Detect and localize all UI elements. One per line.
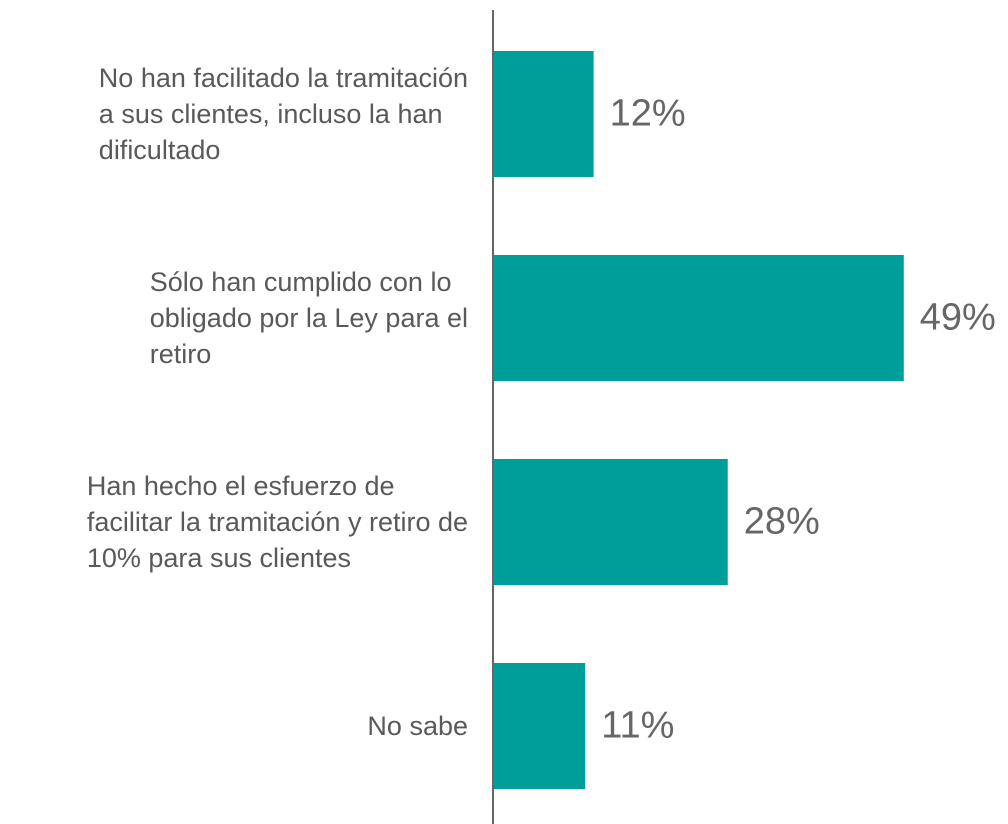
value-label: 12% <box>609 92 686 135</box>
bar <box>493 255 904 381</box>
category-label: Han hecho el esfuerzo de facilitar la tr… <box>86 471 468 573</box>
value-label: 49% <box>919 296 996 339</box>
value-label: 28% <box>743 500 820 543</box>
bar <box>493 459 728 585</box>
category-label: No sabe <box>367 711 468 741</box>
category-label: Sólo han cumplido con lo obligado por la… <box>149 267 468 369</box>
bar <box>493 663 586 789</box>
bar <box>493 51 594 177</box>
value-label: 11% <box>601 704 675 747</box>
category-label: No han facilitado la tramitación a sus c… <box>98 63 468 165</box>
